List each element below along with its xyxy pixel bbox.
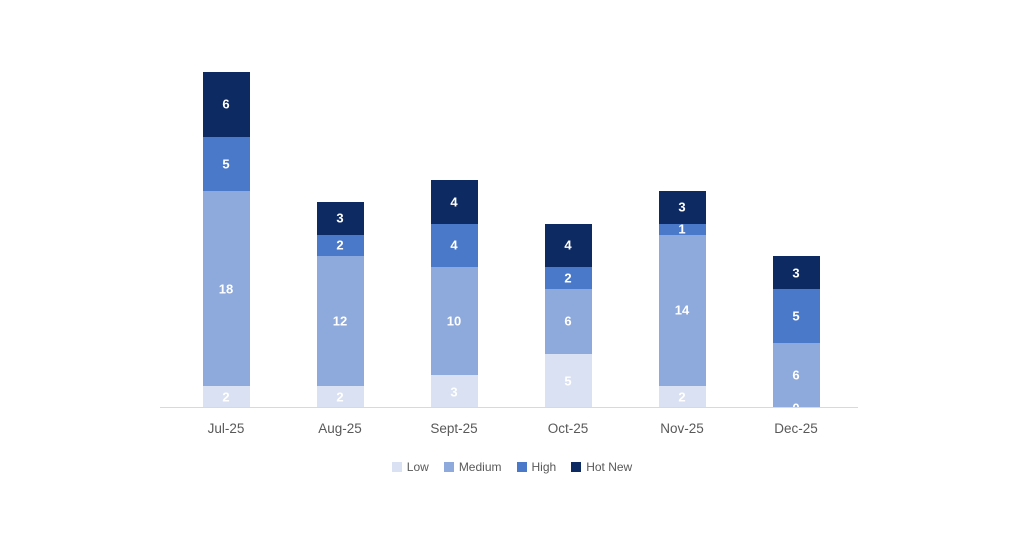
legend-label: Low — [406, 460, 429, 474]
x-axis-line — [160, 407, 858, 408]
bar-segment-low: 2 — [316, 386, 364, 408]
bar-segment-medium: 14 — [658, 234, 706, 387]
bar-segment-high: 5 — [772, 288, 820, 343]
bar-segment-low: 2 — [202, 386, 250, 408]
data-label: 5 — [792, 308, 800, 324]
legend-item-low: Low — [391, 460, 429, 474]
x-axis-tick-labels: Jul-25 Aug-25 Sept-25 Oct-25 Nov-25 Dec-25 — [160, 421, 858, 441]
legend-swatch-icon — [516, 462, 527, 472]
bar-segment-low: 5 — [544, 353, 592, 408]
data-label: 14 — [674, 302, 690, 318]
bar-segment-medium: 6 — [772, 342, 820, 408]
bar-segment-high: 4 — [430, 223, 478, 268]
bar-dec-25: 0 6 5 3 — [772, 0, 820, 415]
bar-segment-hot-new: 3 — [658, 191, 706, 224]
data-label: 18 — [218, 281, 234, 297]
x-tick-label: Aug-25 — [318, 421, 362, 436]
legend-item-medium: Medium — [443, 460, 502, 474]
bar-segment-low: 3 — [430, 375, 478, 408]
bar-segment-hot-new: 4 — [430, 180, 478, 224]
data-label: 5 — [564, 373, 572, 389]
data-label: 3 — [792, 265, 800, 280]
bar-segment-high: 1 — [658, 221, 706, 237]
legend-label: High — [531, 460, 557, 474]
x-tick-label: Jul-25 — [207, 421, 245, 436]
bar-nov-25: 2 14 1 3 — [658, 0, 706, 408]
legend-label: Hot New — [586, 460, 633, 474]
data-label: 6 — [564, 313, 572, 329]
data-label: 6 — [792, 367, 800, 383]
data-label: 1 — [678, 221, 686, 237]
x-tick-label: Sept-25 — [430, 421, 478, 436]
legend-swatch-icon — [571, 462, 582, 472]
bar-segment-high: 5 — [202, 137, 250, 192]
bar-segment-hot-new: 4 — [544, 223, 592, 268]
legend: Low Medium High Hot New — [0, 460, 1024, 474]
bar-segment-hot-new: 3 — [772, 256, 820, 289]
data-label: 10 — [446, 313, 462, 329]
data-label: 3 — [336, 210, 344, 226]
data-label: 2 — [222, 389, 230, 405]
data-label: 5 — [222, 156, 230, 172]
bar-segment-medium: 10 — [430, 267, 478, 376]
data-label: 0 — [792, 400, 800, 416]
data-label: 3 — [678, 199, 686, 215]
legend-item-high: High — [516, 460, 557, 474]
legend-swatch-icon — [443, 462, 454, 472]
bar-segment-medium: 18 — [202, 191, 250, 387]
bar-segment-hot-new: 3 — [316, 202, 364, 235]
bar-segment-medium: 6 — [544, 288, 592, 354]
bar-segment-low: 2 — [658, 386, 706, 408]
data-label: 4 — [564, 237, 572, 253]
x-tick-label: Dec-25 — [774, 421, 818, 436]
plot-area: 2 18 5 6 2 12 2 3 3 10 4 4 5 6 2 4 2 14 1 3 0 6 5 3 — [160, 0, 858, 415]
data-label: 6 — [222, 96, 230, 112]
data-label: 4 — [450, 194, 458, 210]
bar-sept-25: 3 10 4 4 — [430, 0, 478, 408]
data-label: 2 — [336, 389, 344, 405]
bar-aug-25: 2 12 2 3 — [316, 0, 364, 408]
x-tick-label: Oct-25 — [547, 421, 589, 436]
data-label: 2 — [564, 270, 572, 286]
bar-segment-high: 2 — [316, 234, 364, 257]
bar-segment-high: 2 — [544, 267, 592, 289]
bar-jul-25: 2 18 5 6 — [202, 0, 250, 408]
bar-segment-hot-new: 6 — [202, 71, 250, 137]
data-label: 2 — [678, 389, 686, 405]
legend-swatch-icon — [391, 462, 402, 472]
legend-item-hot-new: Hot New — [571, 460, 632, 474]
x-tick-label: Nov-25 — [660, 421, 704, 436]
bar-oct-25: 5 6 2 4 — [544, 0, 592, 408]
bar-segment-medium: 12 — [316, 256, 364, 387]
data-label: 4 — [450, 237, 458, 253]
data-label: 3 — [450, 384, 458, 400]
data-label: 12 — [332, 313, 348, 329]
legend-label: Medium — [458, 460, 502, 474]
data-label: 2 — [336, 237, 344, 253]
